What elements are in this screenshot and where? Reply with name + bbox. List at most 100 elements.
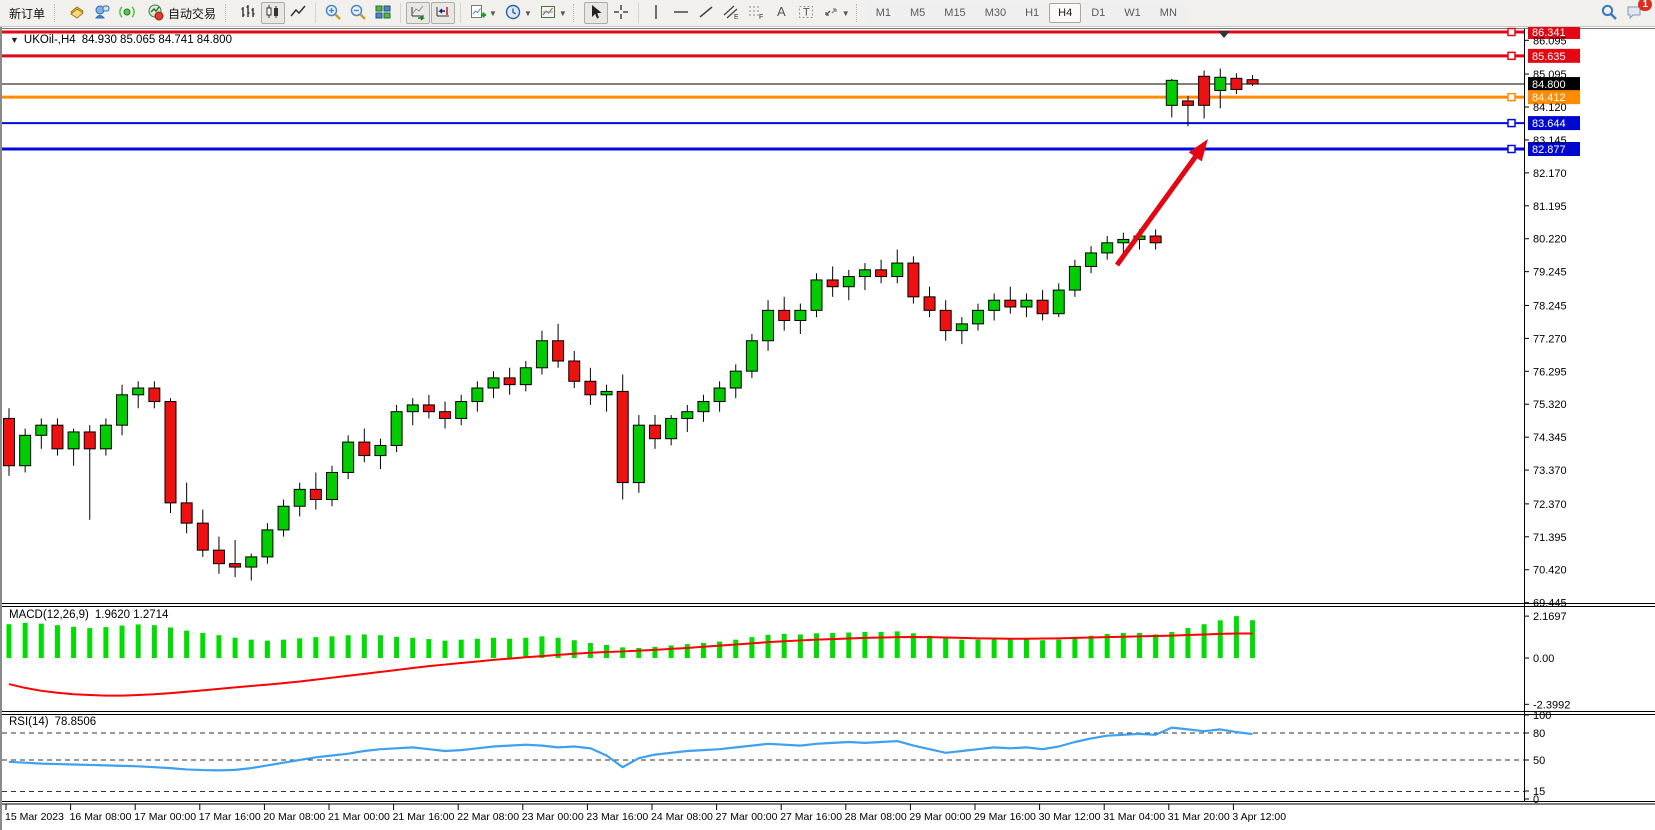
trend-arrow-line[interactable]	[1114, 154, 1199, 267]
new-order-label: 新订单	[9, 6, 46, 21]
candle	[681, 411, 694, 419]
vertical-line-tool-button[interactable]	[644, 2, 668, 24]
tile-windows-button[interactable]	[371, 2, 395, 24]
macd-histogram-bar	[636, 647, 642, 658]
candle	[1165, 79, 1178, 106]
new-order-button[interactable]: 新订单	[3, 2, 51, 24]
price-tick-label: 84.120	[1533, 102, 1567, 114]
macd-values: 1.9620 1.2714	[94, 609, 169, 621]
macd-histogram-bar	[814, 633, 819, 658]
candle	[245, 556, 258, 568]
equidistant-channel-tool-button[interactable]: E	[719, 2, 743, 24]
period-button-m30[interactable]: M30	[975, 3, 1016, 23]
toolbar-drag-handle[interactable]	[54, 4, 60, 22]
candle	[1198, 75, 1211, 106]
price-line-badge-label: 85.635	[1532, 51, 1566, 63]
hline-end-marker[interactable]	[1507, 144, 1516, 154]
time-label: 17 Mar 00:00	[134, 811, 196, 823]
period-button-h1[interactable]: H1	[1016, 3, 1049, 23]
periods-button[interactable]: ▼	[501, 2, 535, 24]
trendline-tool-button[interactable]	[694, 2, 718, 24]
toolbar-drag-handle[interactable]	[572, 4, 579, 22]
trend-arrow-head[interactable]	[1188, 139, 1208, 162]
macd-histogram-bar	[1023, 638, 1029, 658]
macd-histogram-bar	[749, 637, 755, 658]
price-tick-label: 79.245	[1533, 267, 1567, 279]
period-button-m1[interactable]: M1	[866, 3, 900, 23]
toolbar-drag-handle[interactable]	[225, 4, 231, 22]
hline-end-marker[interactable]	[1507, 51, 1516, 61]
price-tick-label: 81.195	[1533, 201, 1567, 213]
candle	[858, 269, 871, 278]
auto-scroll-button[interactable]	[406, 2, 431, 24]
candle	[83, 431, 96, 450]
price-line-badge-label: 83.644	[1532, 118, 1566, 130]
price-line-badge	[1528, 77, 1580, 92]
macd-histogram-bar	[975, 639, 981, 658]
signals-button[interactable]	[115, 2, 139, 24]
price-tick-label: 80.220	[1533, 234, 1567, 246]
macd-histogram-bar	[1007, 638, 1013, 658]
zoom-in-button[interactable]	[321, 2, 345, 24]
svg-text:F: F	[759, 14, 763, 21]
fibonacci-tool-button[interactable]: F	[744, 2, 768, 24]
indicators-button[interactable]: ▼	[466, 2, 500, 24]
templates-button[interactable]: ▼	[536, 2, 570, 24]
candlestick-chart-button[interactable]	[261, 2, 286, 24]
macd-histogram-bar	[22, 622, 28, 658]
candle	[358, 441, 371, 457]
chart-shift-button[interactable]	[431, 2, 456, 24]
text-tool-button[interactable]: A	[769, 2, 793, 24]
macd-histogram-bar	[1072, 637, 1078, 658]
chart-menu-icon[interactable]: ▼	[10, 35, 19, 45]
period-button-mn[interactable]: MN	[1150, 3, 1186, 23]
candle	[907, 262, 920, 298]
macd-histogram-bar	[6, 624, 12, 658]
macd-histogram-bar	[184, 630, 190, 658]
candle	[1181, 100, 1194, 106]
period-button-m15[interactable]: M15	[935, 3, 975, 23]
tickets-button[interactable]	[65, 2, 89, 24]
bar-chart-button[interactable]	[236, 2, 260, 24]
toolbar-drag-handle[interactable]	[855, 4, 862, 22]
community-icon	[93, 3, 111, 24]
macd-histogram-bar	[717, 641, 723, 658]
candle	[1149, 235, 1162, 244]
candle	[212, 549, 225, 565]
auto-trading-button[interactable]: 自动交易	[140, 2, 222, 24]
hline-end-marker[interactable]	[1507, 92, 1516, 102]
macd-histogram-bar	[442, 640, 448, 658]
chart-shift-marker[interactable]	[1218, 31, 1230, 38]
crosshair-tool-button[interactable]	[609, 2, 633, 24]
line-chart-button[interactable]	[286, 2, 310, 24]
hline-end-marker[interactable]	[1507, 27, 1516, 37]
community-button[interactable]	[90, 2, 114, 24]
macd-histogram-bar	[927, 635, 933, 658]
candle	[1101, 242, 1114, 254]
period-button-m5[interactable]: M5	[901, 3, 935, 23]
horizontal-line-tool-button[interactable]	[669, 2, 693, 24]
macd-histogram-bar	[507, 638, 513, 658]
period-button-h4[interactable]: H4	[1049, 3, 1082, 23]
hline-end-marker[interactable]	[1507, 118, 1516, 128]
candle	[1020, 299, 1033, 308]
search-button[interactable]	[1597, 2, 1621, 24]
macd-histogram-bar	[216, 635, 222, 658]
cursor-tool-button[interactable]	[583, 2, 608, 24]
macd-histogram-bar	[684, 644, 690, 658]
period-button-d1[interactable]: D1	[1082, 3, 1115, 23]
text-label-tool-button[interactable]: T	[794, 2, 818, 24]
candle	[309, 488, 322, 500]
zoom-out-button[interactable]	[346, 2, 370, 24]
candle	[794, 309, 807, 321]
candle	[955, 323, 968, 332]
candle	[972, 309, 984, 325]
arrows-tool-button[interactable]: ▼	[819, 2, 853, 24]
macd-histogram-bar	[135, 624, 141, 658]
trendline-icon	[697, 3, 715, 24]
period-button-w1[interactable]: W1	[1115, 3, 1150, 23]
periods-clock-icon	[504, 3, 522, 24]
price-tick-label: 76.295	[1533, 366, 1567, 378]
candle	[422, 404, 435, 413]
